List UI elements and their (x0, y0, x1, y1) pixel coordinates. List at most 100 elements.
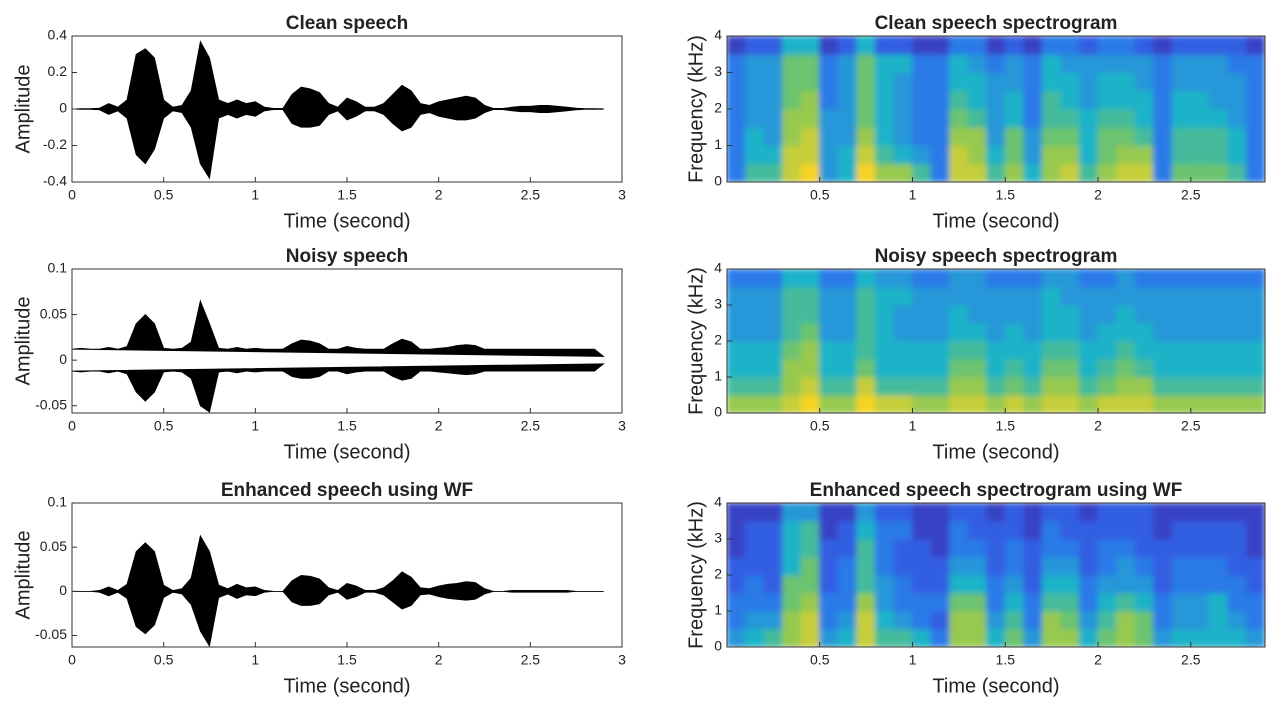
heatmap-cell (819, 503, 839, 522)
heatmap-cell (782, 126, 802, 146)
heatmap-cell (930, 90, 951, 110)
x-tick-label: 3 (618, 418, 626, 434)
heatmap-cell (1171, 340, 1192, 360)
heatmap-cell (1153, 126, 1173, 146)
heatmap-cell (986, 36, 1006, 55)
heatmap-cell (1208, 53, 1229, 73)
heatmap-cell (1023, 556, 1043, 576)
heatmap-cell (782, 394, 802, 413)
heatmap-cell (1134, 269, 1155, 288)
heatmap-cell (1041, 36, 1062, 55)
heatmap-cell (1004, 126, 1025, 146)
x-tick-label: 1 (909, 187, 917, 203)
y-tick-label: 0 (59, 351, 67, 367)
heatmap-cell (1041, 610, 1062, 630)
x-tick-label: 1 (251, 418, 259, 434)
heatmap-cell (930, 145, 951, 165)
heatmap-cell (949, 574, 969, 594)
heatmap-cell (1245, 72, 1265, 92)
heatmap-cell (893, 53, 914, 73)
heatmap-cell (1171, 628, 1192, 647)
heatmap-cell (1153, 340, 1173, 360)
heatmap-cell (837, 72, 858, 92)
heatmap-cell (819, 53, 839, 73)
x-tick-label: 3 (618, 187, 626, 203)
heatmap-cell (912, 610, 932, 630)
heatmap-cell (819, 90, 839, 110)
heatmap-cell (745, 90, 765, 110)
heatmap-cell (1097, 269, 1118, 288)
x-tick-label: 2 (435, 652, 443, 668)
heatmap-cell (986, 358, 1006, 378)
heatmap-cell (967, 72, 988, 92)
heatmap-cell (1227, 304, 1247, 324)
heatmap-cell (800, 340, 821, 360)
heatmap-cell (967, 163, 988, 182)
heatmap-cell (745, 538, 765, 558)
chart-title: Noisy speech (286, 246, 409, 267)
heatmap-cell (1041, 269, 1062, 288)
heatmap-cell (1060, 145, 1080, 165)
heatmap-cell (1171, 72, 1192, 92)
heatmap-cell (1023, 592, 1043, 612)
heatmap-cell (967, 574, 988, 594)
heatmap-cell (727, 126, 747, 146)
heatmap-cell (1134, 126, 1155, 146)
heatmap-cell (782, 286, 802, 306)
heatmap-cell (1041, 108, 1062, 128)
heatmap-cell (1245, 503, 1265, 522)
heatmap-cell (967, 503, 988, 522)
heatmap-cell (874, 108, 895, 128)
heatmap-cell (727, 90, 747, 110)
heatmap-cell (782, 108, 802, 128)
heatmap-cell (893, 163, 914, 182)
heatmap-cell (1060, 286, 1080, 306)
y-tick-label: 0 (714, 404, 722, 420)
y-tick-label: 1 (714, 602, 722, 618)
heatmap-cell (727, 36, 747, 55)
heatmap-cell (986, 72, 1006, 92)
heatmap-cell (856, 628, 876, 647)
heatmap-cell (1190, 126, 1210, 146)
heatmap-cell (1097, 108, 1118, 128)
heatmap-cell (837, 592, 858, 612)
heatmap-cell (1023, 90, 1043, 110)
heatmap-cell (1060, 394, 1080, 413)
heatmap-cell (1023, 126, 1043, 146)
heatmap-cell (763, 394, 784, 413)
heatmap-cell (1134, 358, 1155, 378)
heatmap-cell (874, 286, 895, 306)
chart-title: Enhanced speech spectrogram using WF (810, 480, 1183, 501)
heatmap-cell (1116, 269, 1136, 288)
heatmap-cell (1097, 126, 1118, 146)
heatmap-cell (1190, 628, 1210, 647)
heatmap-cell (1134, 108, 1155, 128)
heatmap-cell (1245, 574, 1265, 594)
heatmap-cell (837, 556, 858, 576)
heatmap-cell (745, 358, 765, 378)
heatmap-cell (1041, 126, 1062, 146)
heatmap-cell (912, 376, 932, 396)
heatmap-cell (1171, 574, 1192, 594)
heatmap-cell (949, 145, 969, 165)
heatmap-cell (1245, 304, 1265, 324)
heatmap-cell (1190, 53, 1210, 73)
heatmap-cell (874, 163, 895, 182)
heatmap-cell (1060, 53, 1080, 73)
y-axis-label: Amplitude (12, 297, 34, 386)
waveform-envelope (72, 534, 604, 592)
chart-title: Enhanced speech using WF (221, 480, 473, 501)
y-tick-label: 0.1 (48, 494, 68, 510)
heatmap-cell (800, 304, 821, 324)
heatmap-cell (893, 340, 914, 360)
heatmap-cell (893, 304, 914, 324)
heatmap-cell (1023, 628, 1043, 647)
heatmap-cell (745, 36, 765, 55)
heatmap-cell (1004, 53, 1025, 73)
heatmap-cell (1004, 90, 1025, 110)
heatmap-cell (745, 53, 765, 73)
heatmap-cell (1023, 520, 1043, 540)
heatmap-cell (856, 520, 876, 540)
heatmap-cell (837, 126, 858, 146)
heatmap-cell (800, 72, 821, 92)
